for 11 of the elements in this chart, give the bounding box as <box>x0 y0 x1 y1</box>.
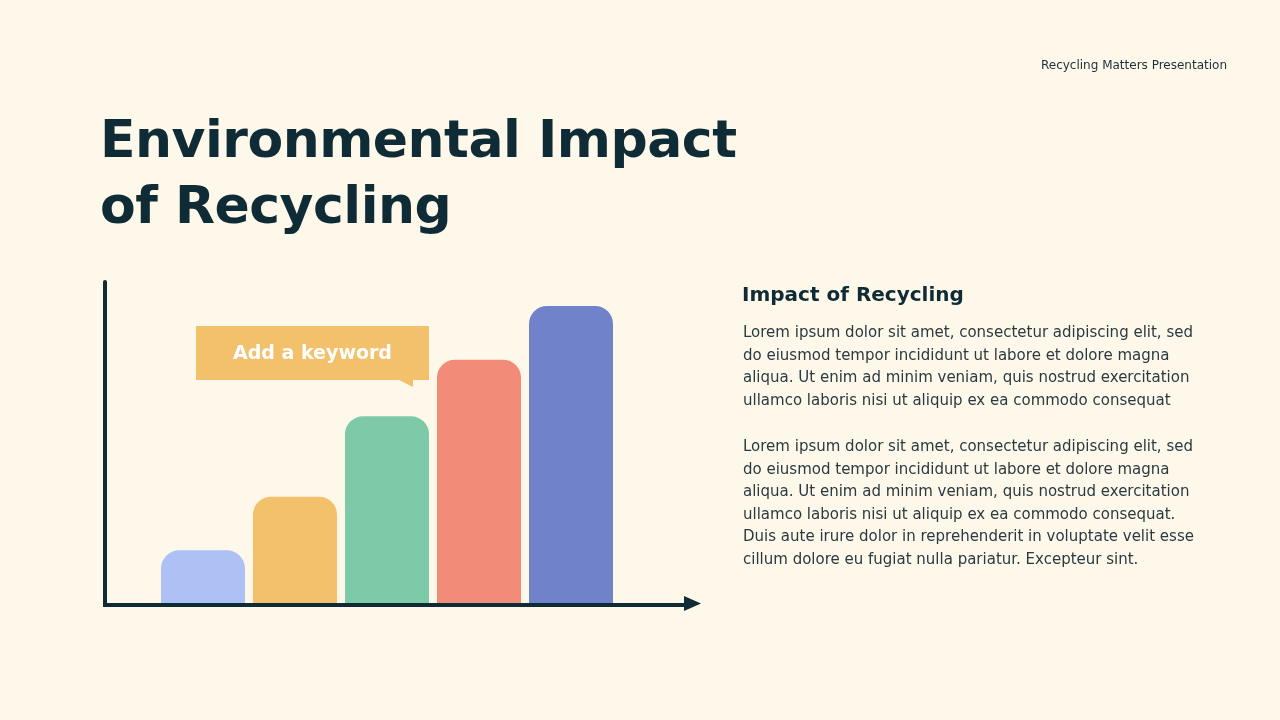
text: Lorem ipsum dolor sit amet, consectetur adipiscing elit, sed do eiusmod tempor incididunt ut labore et dolore magna aliqua. Ut enim ad minim veniam, quis nostrud exercitation ullamco laboris nisi ut aliquip ex ea commodo consequat <box>743 322 1194 411</box>
bar <box>253 496 337 604</box>
bar <box>529 306 613 604</box>
bar <box>345 416 429 604</box>
chart-title: Environmental Impact of Recycling <box>100 108 738 237</box>
annotation: Add a keyword <box>232 340 393 364</box>
bar <box>437 359 521 604</box>
text: Recycling Matters Presentation <box>1040 58 1227 72</box>
text: Lorem ipsum dolor sit amet, consectetur adipiscing elit, sed do eiusmod tempor incididunt ut labore et dolore magna aliqua. Ut enim ad minim veniam, quis nostrud exercitation ullamco laboris nisi ut aliquip ex ea commodo consequat. Duis aute irure dolor in reprehenderit in voluptate velit esse cillum dolore eu fugiat nulla pariatur. Excepteur sint. <box>743 436 1195 570</box>
text: Impact of Recycling <box>742 282 964 306</box>
bar <box>161 550 245 604</box>
